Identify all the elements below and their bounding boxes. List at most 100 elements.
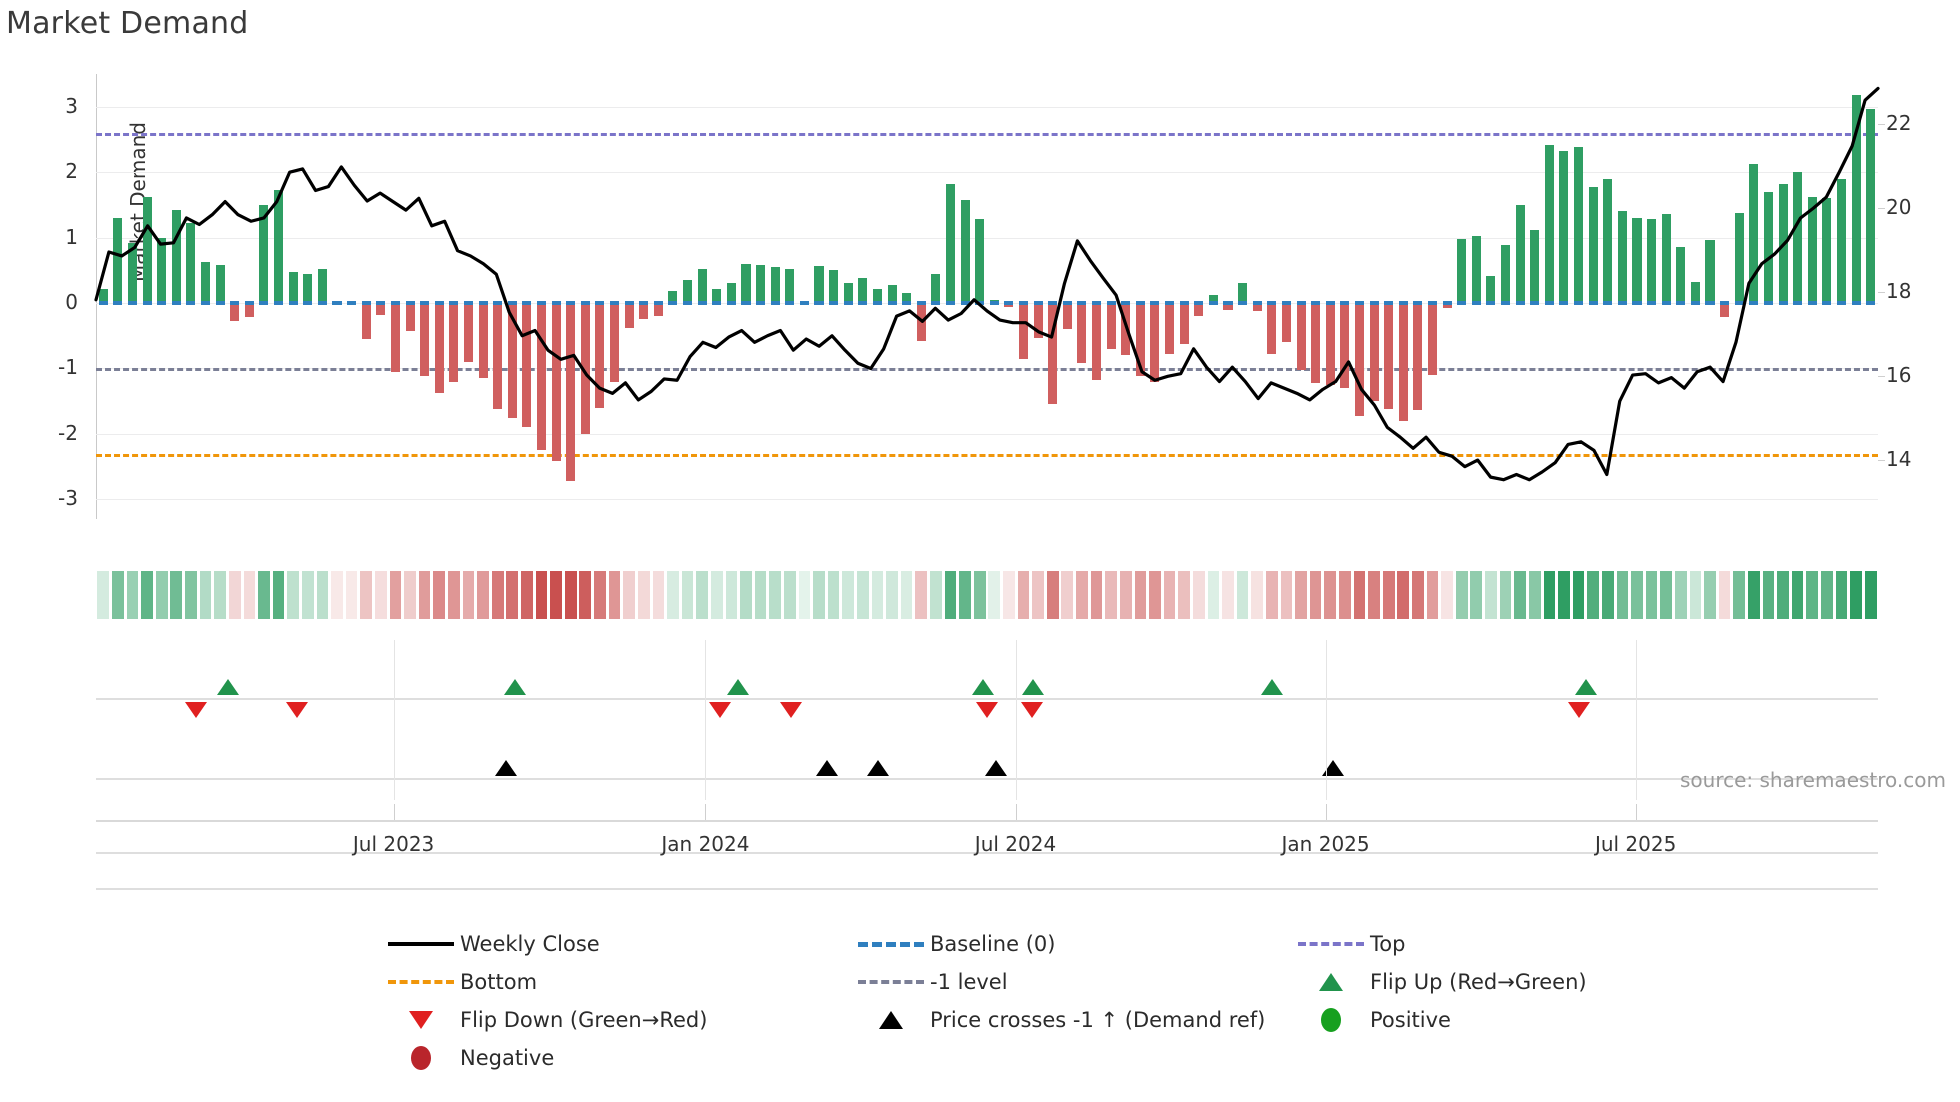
legend-item[interactable]: -1 level — [852, 963, 1292, 1001]
y-axis-right-tick-label: 20 — [1886, 195, 1912, 220]
baseline-segment — [347, 301, 357, 306]
demand-bar — [1325, 303, 1335, 386]
heatmap-cell — [535, 571, 548, 619]
legend-item[interactable]: Flip Down (Green→Red) — [382, 1001, 852, 1039]
demand-bar — [171, 210, 181, 304]
demand-bar — [1048, 303, 1058, 405]
heatmap-cell — [477, 571, 489, 619]
y-axis-right-tick-mark — [1878, 460, 1885, 462]
heatmap-cell — [579, 571, 592, 619]
x-axis-tick-mark — [1325, 804, 1327, 820]
heatmap-cell — [1105, 571, 1117, 619]
baseline-segment — [1427, 301, 1438, 306]
price-cross-marker — [984, 760, 1007, 776]
demand-bar — [463, 303, 473, 362]
baseline-segment — [303, 301, 313, 306]
legend-item[interactable]: Weekly Close — [382, 925, 852, 963]
demand-bar — [902, 292, 912, 304]
demand-bar — [201, 262, 211, 304]
demand-bar — [1647, 219, 1657, 304]
heatmap-cell — [170, 571, 183, 619]
dashed-line-purple-icon — [1298, 942, 1364, 946]
baseline-segment — [186, 301, 196, 306]
demand-bar — [186, 223, 196, 304]
legend-glyph — [382, 1046, 460, 1070]
baseline-segment — [1354, 301, 1364, 306]
baseline-segment — [1661, 301, 1671, 306]
baseline-segment — [1690, 301, 1700, 306]
demand-bar — [215, 265, 225, 304]
demand-bar — [1720, 303, 1730, 318]
baseline-segment — [274, 301, 284, 306]
legend-item[interactable]: Top — [1292, 925, 1762, 963]
reference-line-1-level — [96, 368, 1878, 372]
baseline-segment — [1544, 301, 1554, 306]
heatmap-cell — [1704, 571, 1716, 619]
baseline-segment — [1720, 301, 1730, 306]
heatmap-cell — [769, 571, 782, 619]
heatmap-cell — [1309, 571, 1322, 619]
legend-item[interactable]: Baseline (0) — [852, 925, 1292, 963]
y-axis-right-tick-mark — [1878, 124, 1885, 126]
demand-bar — [1822, 198, 1832, 304]
heatmap-cell — [112, 571, 124, 619]
legend-item[interactable]: Bottom — [382, 963, 852, 1001]
heatmap-cell — [594, 571, 606, 619]
flip-down-marker — [708, 702, 731, 718]
baseline-segment — [1325, 301, 1335, 306]
baseline-segment — [1165, 301, 1175, 306]
x-axis-tick-mark — [393, 804, 395, 820]
demand-bar — [960, 199, 970, 304]
legend-glyph — [852, 1011, 930, 1029]
legend-item[interactable]: Negative — [382, 1039, 852, 1077]
heatmap-cell — [1733, 571, 1746, 619]
heatmap-cell — [1280, 571, 1293, 619]
demand-bar — [1384, 303, 1394, 410]
demand-bar — [142, 197, 152, 304]
baseline-segment — [317, 301, 327, 306]
x-axis-line — [96, 820, 1878, 822]
demand-bar — [288, 271, 298, 304]
heatmap-cell — [258, 571, 270, 619]
demand-bar — [726, 283, 736, 304]
baseline-segment — [989, 301, 999, 306]
baseline-segment — [639, 301, 649, 306]
baseline-segment — [697, 301, 707, 306]
heatmap-cell — [331, 571, 343, 619]
demand-bar — [668, 291, 678, 304]
heatmap-cell — [1718, 571, 1731, 619]
demand-bar — [785, 269, 795, 304]
demand-bar — [653, 303, 663, 317]
heatmap-cell — [1324, 571, 1337, 619]
baseline-segment — [931, 301, 941, 306]
heatmap-cell — [696, 571, 708, 619]
heatmap-cell — [1061, 571, 1074, 619]
baseline-segment — [756, 301, 766, 306]
baseline-segment — [595, 301, 605, 306]
baseline-segment — [142, 301, 152, 306]
gridline — [96, 303, 1878, 305]
legend-label: Top — [1370, 932, 1406, 956]
baseline-segment — [1340, 301, 1350, 306]
baseline-segment — [1223, 301, 1233, 306]
demand-bar — [1866, 109, 1876, 304]
baseline-segment — [1763, 301, 1773, 306]
demand-bar — [829, 270, 839, 304]
baseline-segment — [566, 301, 576, 306]
baseline-segment — [1194, 301, 1204, 306]
baseline-segment — [624, 301, 634, 306]
legend-item[interactable]: Positive — [1292, 1001, 1762, 1039]
legend-item[interactable]: Price crosses -1 ↑ (Demand ref) — [852, 1001, 1292, 1039]
heatmap-cell — [973, 571, 986, 619]
marker-row-baseline — [96, 888, 1878, 890]
marker-rows — [96, 640, 1878, 890]
demand-bar — [361, 303, 371, 340]
baseline-segment — [1486, 301, 1496, 306]
baseline-segment — [405, 301, 415, 306]
flip-up-marker — [1022, 679, 1045, 695]
heatmap-cell — [1528, 571, 1541, 619]
price-cross-marker — [815, 760, 838, 776]
legend-item[interactable]: Flip Up (Red→Green) — [1292, 963, 1762, 1001]
baseline-segment — [1836, 301, 1846, 306]
heatmap-cell — [900, 571, 913, 619]
